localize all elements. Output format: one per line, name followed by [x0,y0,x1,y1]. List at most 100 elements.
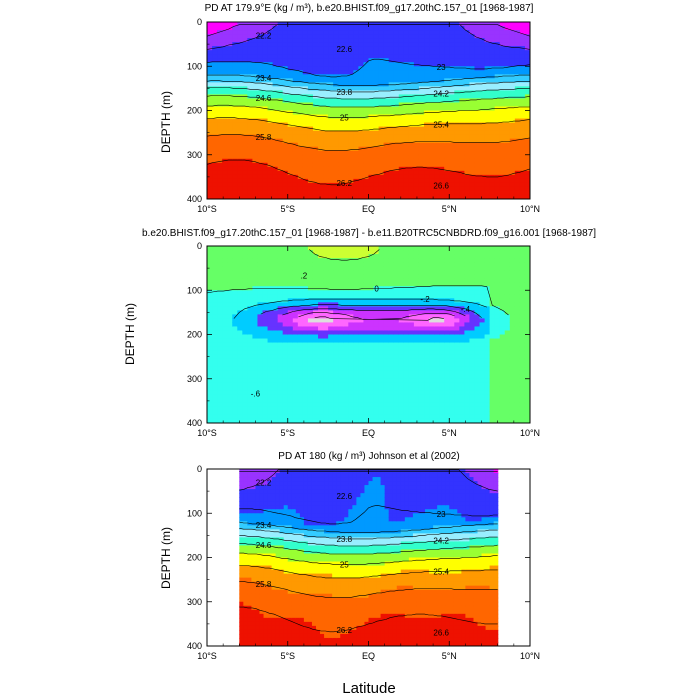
field-cell [307,406,314,412]
field-cell [267,58,274,63]
field-cell [333,382,339,388]
field-cell [328,338,334,344]
field-cell [232,134,238,140]
field-cell [348,38,354,43]
field-cell [519,70,526,75]
field-cell [287,250,294,255]
field-cell [338,34,344,39]
field-cell [343,266,349,271]
field-cell [307,322,314,328]
field-cell [257,346,264,352]
field-cell [353,170,360,176]
field-cell [464,86,471,91]
field-cell [484,82,491,87]
field-cell [257,82,264,87]
field-cell [383,386,390,392]
field-cell [418,90,425,96]
field-cell [398,362,405,368]
field-cell [272,350,279,356]
field-cell [333,374,339,380]
field-cell [227,406,233,412]
field-cell [353,370,360,376]
field-cell [318,282,324,287]
field-cell [424,190,430,196]
field-cell [237,102,243,108]
field-cell [353,390,360,396]
field-cell [267,106,274,112]
field-cell [232,62,238,67]
field-cell [363,358,370,364]
field-cell [383,322,390,328]
field-cell [348,378,354,384]
field-cell [373,78,380,83]
field-cell [252,190,259,196]
field-cell [504,174,511,180]
field-cell [418,282,425,287]
field-cell [242,394,248,400]
field-cell [383,50,390,55]
field-cell [504,42,511,47]
field-cell [514,178,521,184]
field-cell [439,394,445,400]
field-cell [403,326,410,332]
field-cell [343,162,349,168]
field-cell [272,190,279,196]
field-cell [489,54,496,59]
field-cell [272,378,279,384]
field-cell [307,374,314,380]
field-cell [363,382,370,388]
field-cell [418,138,425,144]
field-cell [398,318,405,324]
field-cell [363,294,370,299]
field-cell [494,142,501,148]
field-cell [434,366,440,372]
field-cell [504,90,511,96]
field-cell [217,266,223,271]
field-cell [434,334,440,340]
field-cell [403,274,410,279]
field-cell [519,138,526,144]
field-cell [519,154,526,160]
field-cell [333,246,339,251]
field-cell [358,138,365,144]
field-cell [449,134,455,140]
field-cell [333,314,339,320]
field-cell [328,414,334,420]
field-cell [302,46,309,51]
field-cell [272,174,279,180]
field-cell [378,378,385,384]
field-cell [217,390,223,396]
field-cell [439,46,445,51]
field-cell [217,318,223,324]
field-cell [257,278,264,283]
field-cell [348,302,354,307]
field-cell [318,394,324,400]
field-cell [312,118,319,124]
field-cell [343,90,349,96]
field-cell [418,378,425,384]
field-cell [494,134,501,140]
field-cell [232,258,238,263]
field-cell [252,70,259,75]
field-cell [363,370,370,376]
field-cell [363,86,370,91]
field-cell [424,326,430,332]
field-cell [393,354,400,360]
field-cell [207,354,213,360]
field-cell [242,182,248,188]
field-cell [388,54,395,59]
field-cell [489,114,496,120]
field-cell [454,30,460,35]
field-cell [323,46,329,51]
field-cell [363,126,370,132]
field-cell [307,330,314,336]
field-cell [358,394,365,400]
field-cell [479,62,486,67]
field-cell [408,106,415,112]
field-cell [323,54,329,59]
field-cell [333,30,339,35]
field-cell [474,178,481,184]
field-cell [338,82,344,87]
field-cell [292,174,299,180]
field-cell [489,94,496,100]
